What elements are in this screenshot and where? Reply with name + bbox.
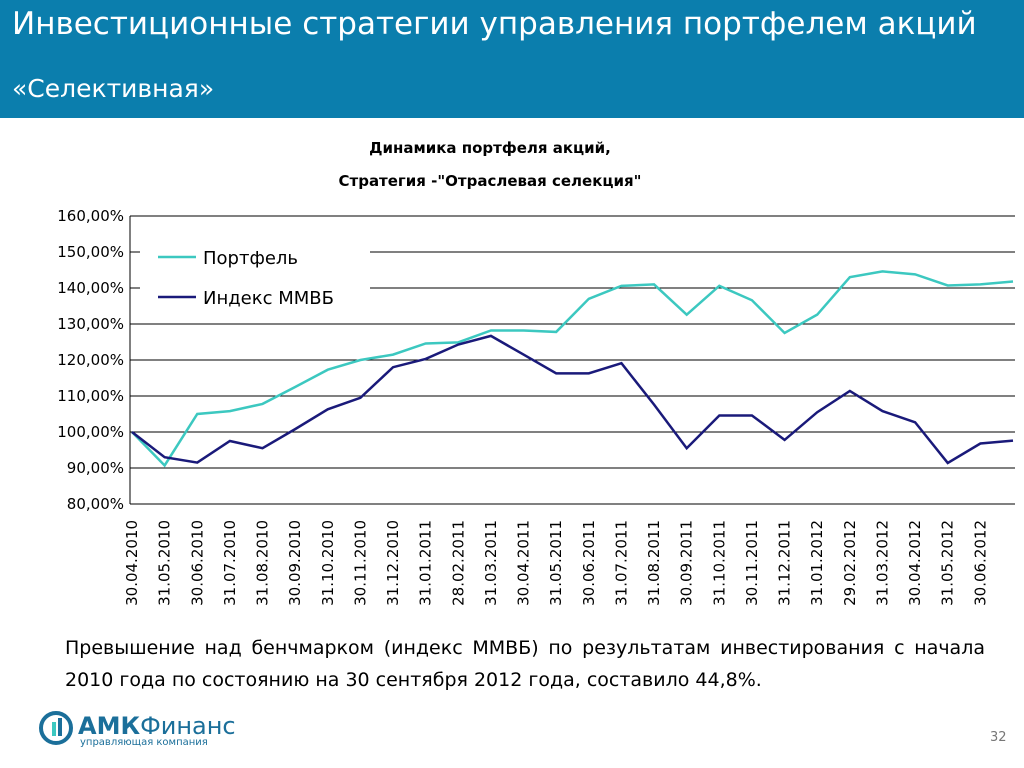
x-tick-label: 30.09.2010 [286, 520, 304, 606]
x-tick-label: 31.03.2011 [482, 520, 500, 606]
x-tick-label: 31.08.2011 [645, 520, 663, 606]
legend-label: Индекс ММВБ [203, 288, 334, 309]
x-tick-label: 31.01.2012 [808, 520, 826, 606]
x-tick-label: 30.06.2011 [580, 520, 598, 606]
x-tick-label: 30.04.2011 [515, 520, 533, 606]
x-tick-label: 31.12.2011 [776, 520, 794, 606]
x-tick-label: 30.04.2012 [906, 520, 924, 606]
x-tick-label: 30.11.2011 [743, 520, 761, 606]
x-tick-label: 30.06.2010 [188, 520, 206, 606]
logo-a: АМК [78, 712, 141, 740]
y-tick-label: 90,00% [67, 459, 124, 477]
note: Превышение над бенчмарком (индекс ММВБ) … [65, 637, 985, 691]
y-tick-label: 80,00% [67, 495, 124, 513]
y-tick-label: 110,00% [57, 387, 124, 405]
x-tick-label: 30.09.2011 [678, 520, 696, 606]
series-line [131, 334, 1014, 465]
x-tick-label: 28.02.2011 [449, 520, 467, 606]
y-tick-label: 150,00% [57, 243, 124, 261]
slide-subtitle: «Селективная» [12, 74, 215, 103]
page-number: 32 [990, 730, 1007, 745]
x-tick-label: 31.07.2010 [221, 520, 239, 606]
logo: АМКФинанс [78, 712, 236, 740]
series-line [131, 270, 1014, 468]
x-tick-label: 31.08.2010 [254, 520, 272, 606]
y-tick-label: 120,00% [57, 351, 124, 369]
x-tick-label: 30.06.2012 [971, 520, 989, 606]
chart: Динамика портфеля акций, Стратегия -"Отр… [57, 139, 1015, 606]
x-tick-label: 31.03.2012 [873, 520, 891, 606]
x-tick-label: 29.02.2012 [841, 520, 859, 606]
x-tick-label: 31.05.2011 [547, 520, 565, 606]
x-tick-label: 31.12.2010 [384, 520, 402, 606]
logo-b: Финанс [140, 712, 236, 740]
slide-title: Инвестиционные стратегии управления порт… [12, 6, 977, 42]
chart-subtitle: Стратегия -"Отраслевая селекция" [339, 172, 642, 190]
y-tick-label: 130,00% [57, 315, 124, 333]
legend-label: Портфель [203, 248, 298, 269]
x-tick-label: 31.05.2010 [156, 520, 174, 606]
x-tick-label: 30.04.2010 [123, 520, 141, 606]
logo-sub: управляющая компания [80, 737, 208, 748]
x-tick-label: 30.11.2010 [351, 520, 369, 606]
x-tick-label: 31.07.2011 [612, 520, 630, 606]
logo-icon [39, 711, 73, 745]
legend-box [140, 240, 370, 320]
x-tick-label: 31.10.2010 [319, 520, 337, 606]
header: Инвестиционные стратегии управления порт… [0, 0, 1024, 118]
y-tick-label: 100,00% [57, 423, 124, 441]
x-tick-label: 31.05.2012 [939, 520, 957, 606]
y-tick-label: 160,00% [57, 207, 124, 225]
x-tick-label: 31.10.2011 [710, 520, 728, 606]
chart-title: Динамика портфеля акций, [369, 139, 611, 157]
y-tick-label: 140,00% [57, 279, 124, 297]
x-tick-label: 31.01.2011 [417, 520, 435, 606]
